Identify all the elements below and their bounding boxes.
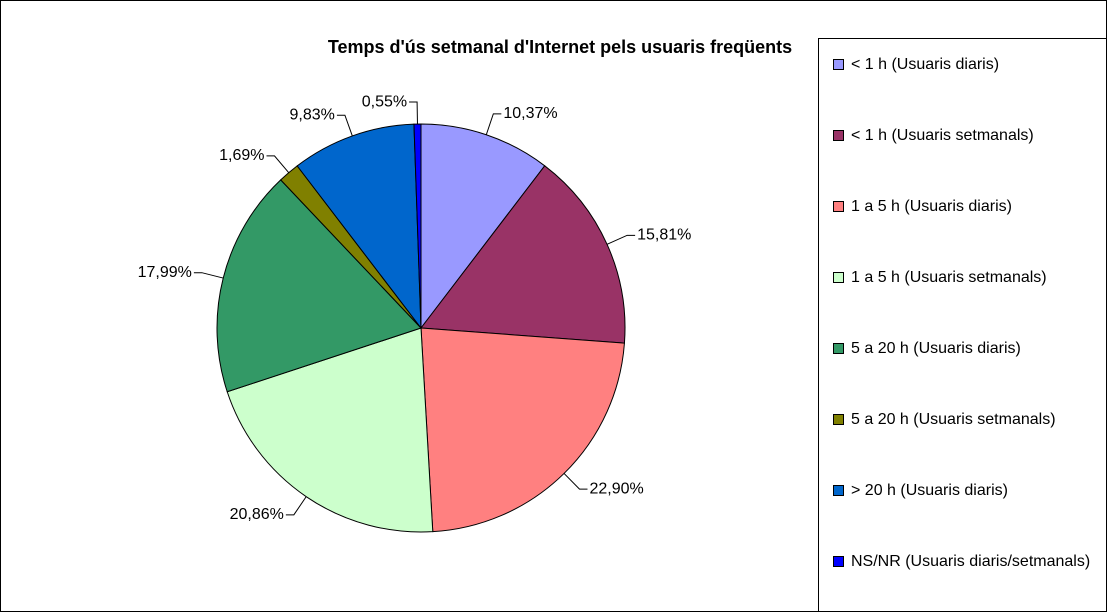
legend-swatch <box>833 130 844 141</box>
legend-label: < 1 h (Usuaris setmanals) <box>851 127 1034 144</box>
pie-slice <box>226 327 434 533</box>
leader-line <box>563 473 588 490</box>
leader-line <box>485 113 502 135</box>
legend-swatch <box>833 59 844 70</box>
data-label: 20,86% <box>230 506 284 523</box>
leader-line <box>606 234 636 245</box>
pie-slice <box>413 123 422 329</box>
data-label: 9,83% <box>290 106 335 123</box>
pie-slice <box>420 327 625 533</box>
legend-label: 5 a 20 h (Usuaris setmanals) <box>851 411 1056 428</box>
data-label: 0,55% <box>362 93 407 110</box>
chart-title: Temps d'ús setmanal d'Internet pels usua… <box>328 37 792 57</box>
data-label: 17,99% <box>138 264 192 281</box>
legend-swatch <box>833 556 844 567</box>
legend-swatch <box>833 201 844 212</box>
leader-line <box>266 155 290 173</box>
legend-swatch <box>833 414 844 425</box>
pie-slice <box>296 123 422 330</box>
leader-line <box>409 101 418 125</box>
data-label: 1,69% <box>219 147 264 164</box>
leader-line <box>336 114 353 137</box>
legend: < 1 h (Usuaris diaris) < 1 h (Usuaris set… <box>818 38 1107 612</box>
legend-swatch <box>833 272 844 283</box>
leader-line <box>285 496 307 516</box>
leader-line <box>193 272 224 279</box>
legend-label: > 20 h (Usuaris diaris) <box>851 482 1008 499</box>
legend-label: 1 a 5 h (Usuaris setmanals) <box>851 269 1047 286</box>
legend-label: < 1 h (Usuaris diaris) <box>851 56 1000 73</box>
legend-swatch <box>833 485 844 496</box>
legend-swatch <box>833 343 844 354</box>
legend-label: 5 a 20 h (Usuaris diaris) <box>851 340 1021 357</box>
data-label: 22,90% <box>589 480 643 497</box>
legend-label: 1 a 5 h (Usuaris diaris) <box>851 198 1012 215</box>
legend-label: NS/NR (Usuaris diaris/setmanals) <box>851 553 1091 570</box>
data-label: 10,37% <box>503 105 557 122</box>
data-label: 15,81% <box>637 227 691 244</box>
